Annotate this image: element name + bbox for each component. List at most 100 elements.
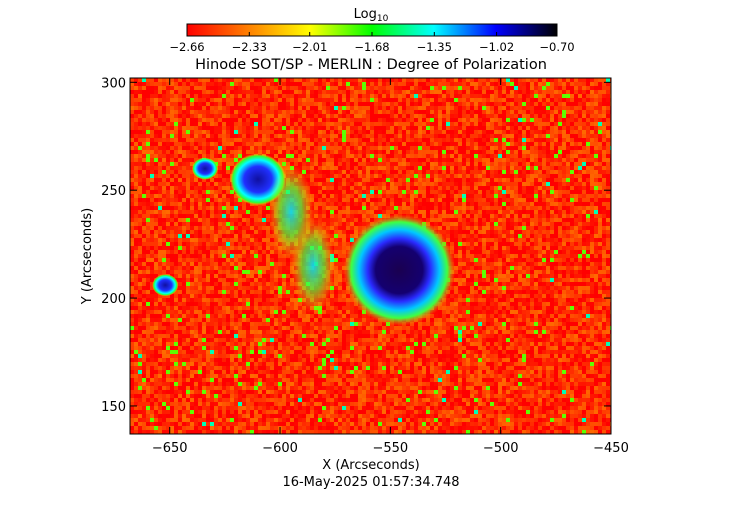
heatmap-cell bbox=[142, 194, 146, 198]
heatmap-cell bbox=[606, 82, 610, 86]
heatmap-cell bbox=[454, 162, 458, 166]
heatmap-cell bbox=[266, 142, 270, 146]
heatmap-cell bbox=[554, 238, 558, 242]
heatmap-cell bbox=[450, 158, 454, 162]
heatmap-cell bbox=[402, 166, 406, 170]
heatmap-cell bbox=[390, 102, 394, 106]
heatmap-cell bbox=[358, 166, 362, 170]
heatmap-cell bbox=[166, 206, 170, 210]
heatmap-cell bbox=[482, 142, 486, 146]
heatmap-cell bbox=[378, 126, 382, 130]
heatmap-cell bbox=[438, 126, 442, 130]
heatmap-cell bbox=[442, 226, 446, 230]
heatmap-cell bbox=[434, 198, 438, 202]
heatmap-cell bbox=[230, 198, 234, 202]
heatmap-cell bbox=[502, 210, 506, 214]
heatmap-cell bbox=[598, 162, 602, 166]
heatmap-cell bbox=[406, 178, 410, 182]
heatmap-cell bbox=[282, 162, 286, 166]
heatmap-cell bbox=[358, 126, 362, 130]
heatmap-cell bbox=[194, 158, 198, 162]
heatmap-cell bbox=[186, 166, 190, 170]
heatmap-cell bbox=[422, 174, 426, 178]
heatmap-cell bbox=[546, 166, 550, 170]
heatmap-cell bbox=[426, 114, 430, 118]
heatmap-cell bbox=[174, 158, 178, 162]
heatmap-cell bbox=[130, 218, 134, 222]
heatmap-cell bbox=[438, 142, 442, 146]
heatmap-cell bbox=[182, 178, 186, 182]
heatmap-cell bbox=[430, 154, 434, 158]
heatmap-cell bbox=[454, 154, 458, 158]
heatmap-cell bbox=[154, 198, 158, 202]
heatmap-cell bbox=[174, 82, 178, 86]
heatmap-cell bbox=[442, 214, 446, 218]
heatmap-cell bbox=[466, 230, 470, 234]
heatmap-cell bbox=[454, 118, 458, 122]
heatmap-cell bbox=[466, 174, 470, 178]
heatmap-cell bbox=[478, 90, 482, 94]
heatmap-cell bbox=[358, 170, 362, 174]
heatmap-cell bbox=[370, 94, 374, 98]
heatmap-cell bbox=[282, 78, 286, 82]
heatmap-cell bbox=[566, 78, 570, 82]
heatmap-cell bbox=[250, 134, 254, 138]
heatmap-cell bbox=[174, 90, 178, 94]
heatmap-cell bbox=[158, 146, 162, 150]
heatmap-cell bbox=[442, 154, 446, 158]
heatmap-cell bbox=[430, 142, 434, 146]
heatmap-cell bbox=[486, 170, 490, 174]
heatmap-cell bbox=[318, 114, 322, 118]
heatmap-cell bbox=[518, 234, 522, 238]
heatmap-cell bbox=[154, 130, 158, 134]
heatmap-cell bbox=[346, 78, 350, 82]
heatmap-cell bbox=[450, 106, 454, 110]
heatmap-cell bbox=[418, 98, 422, 102]
heatmap-cell bbox=[222, 174, 226, 178]
heatmap-cell bbox=[502, 82, 506, 86]
heatmap-cell bbox=[474, 198, 478, 202]
heatmap-cell bbox=[546, 170, 550, 174]
heatmap-cell bbox=[554, 126, 558, 130]
heatmap-cell bbox=[514, 122, 518, 126]
heatmap-cell bbox=[170, 86, 174, 90]
heatmap-cell bbox=[242, 142, 246, 146]
heatmap-cell bbox=[458, 238, 462, 242]
heatmap-cell bbox=[306, 78, 310, 82]
heatmap-cell bbox=[214, 226, 218, 230]
heatmap-cell bbox=[350, 138, 354, 142]
heatmap-cell bbox=[386, 182, 390, 186]
heatmap-cell bbox=[538, 146, 542, 150]
heatmap-cell bbox=[354, 162, 358, 166]
heatmap-cell bbox=[142, 170, 146, 174]
heatmap-cell bbox=[482, 190, 486, 194]
heatmap-cell bbox=[202, 210, 206, 214]
heatmap-cell bbox=[454, 150, 458, 154]
heatmap-cell bbox=[326, 94, 330, 98]
heatmap-cell bbox=[158, 230, 162, 234]
heatmap-cell bbox=[586, 126, 590, 130]
heatmap-cell bbox=[202, 94, 206, 98]
heatmap-cell bbox=[578, 82, 582, 86]
heatmap-cell bbox=[194, 118, 198, 122]
heatmap-cell bbox=[522, 78, 526, 82]
heatmap-cell bbox=[418, 182, 422, 186]
heatmap-cell bbox=[150, 134, 154, 138]
heatmap-cell bbox=[354, 218, 358, 222]
heatmap-cell bbox=[458, 170, 462, 174]
heatmap-cell bbox=[394, 130, 398, 134]
heatmap-cell bbox=[242, 90, 246, 94]
heatmap-cell bbox=[578, 182, 582, 186]
heatmap-cell bbox=[574, 198, 578, 202]
heatmap-cell bbox=[270, 126, 274, 130]
heatmap-cell bbox=[450, 110, 454, 114]
heatmap-cell bbox=[266, 206, 270, 210]
heatmap-cell bbox=[318, 78, 322, 82]
heatmap-cell bbox=[346, 210, 350, 214]
heatmap-cell bbox=[238, 206, 242, 210]
heatmap-cell bbox=[430, 94, 434, 98]
heatmap-cell bbox=[586, 142, 590, 146]
heatmap-cell bbox=[250, 230, 254, 234]
heatmap-cell bbox=[598, 90, 602, 94]
heatmap-cell bbox=[238, 78, 242, 82]
